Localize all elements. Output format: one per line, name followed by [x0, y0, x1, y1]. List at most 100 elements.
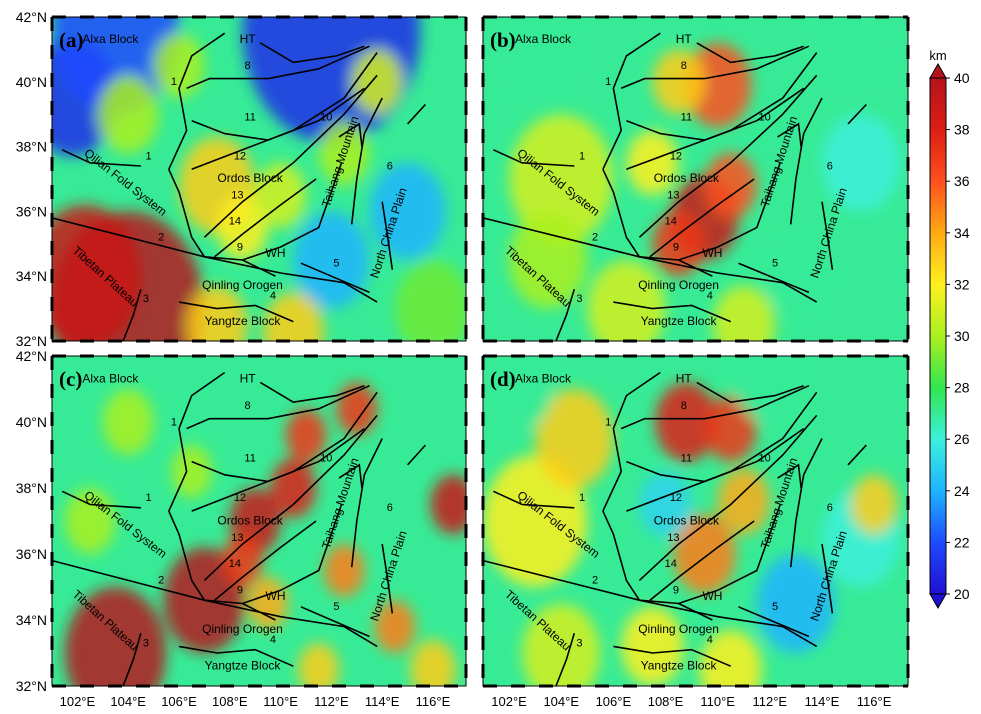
- depth-anomaly: [369, 162, 446, 260]
- fault-lines: [483, 32, 867, 341]
- fault-number: 8: [245, 400, 251, 412]
- panel-frame-ticks: [50, 354, 468, 688]
- colorbar-tick-label: 34: [954, 225, 970, 241]
- fault-trace: [191, 391, 378, 512]
- depth-anomaly: [704, 395, 757, 462]
- fault-trace: [602, 504, 781, 605]
- fault-number: 1: [171, 76, 177, 88]
- colorbar-tick-label: 22: [954, 534, 970, 550]
- depth-anomaly: [821, 114, 901, 212]
- fault-trace: [203, 414, 378, 581]
- fault-trace: [555, 632, 576, 686]
- fault-trace: [777, 122, 802, 147]
- fault-trace: [122, 288, 142, 341]
- lat-tick-label: 38°N: [16, 139, 47, 155]
- depth-anomaly: [639, 471, 692, 538]
- fault-number: 1: [145, 151, 151, 163]
- lon-tick-label: 112°E: [314, 694, 349, 709]
- fault-number: 4: [707, 634, 713, 646]
- fault-number: 10: [758, 453, 770, 465]
- fault-number: 13: [231, 189, 243, 201]
- depth-anomaly: [717, 468, 770, 535]
- fault-trace: [626, 391, 818, 512]
- fault-trace: [638, 74, 818, 238]
- fault-trace: [696, 42, 804, 64]
- fault-trace: [178, 301, 294, 323]
- wh-label: WH: [702, 589, 722, 603]
- panel-letter: (d): [490, 367, 516, 391]
- fault-trace: [61, 149, 141, 167]
- fault-trace: [493, 490, 575, 509]
- fault-trace: [493, 149, 575, 167]
- fault-number: 12: [670, 151, 682, 163]
- colorbar-tick-label: 40: [954, 70, 970, 86]
- qinling-orogen-label: Qinling Orogen: [638, 278, 719, 292]
- fault-trace: [613, 301, 732, 323]
- fault-trace: [407, 103, 426, 125]
- depth-anomaly: [712, 285, 776, 341]
- lat-tick-label: 36°N: [16, 203, 47, 219]
- ordos-block-label: Ordos Block: [217, 513, 283, 527]
- colorbar-tick-label: 28: [954, 380, 970, 396]
- fault-number: 1: [605, 76, 611, 88]
- fault-number: 9: [237, 241, 243, 253]
- depth-anomaly: [64, 488, 116, 554]
- fault-trace: [483, 559, 818, 648]
- alxa-block-label: Alxa Block: [82, 32, 139, 46]
- depth-anomaly: [621, 606, 684, 686]
- colorbar-max-arrow: [929, 62, 947, 79]
- fault-number: 3: [143, 637, 149, 649]
- qinling-orogen-label: Qinling Orogen: [202, 278, 283, 292]
- fault-number: 1: [579, 151, 585, 163]
- fault-trace: [777, 463, 802, 489]
- lon-tick-label: 102°E: [491, 694, 527, 709]
- fault-trace: [381, 201, 394, 270]
- depth-anomaly: [222, 534, 263, 587]
- depth-anomaly: [293, 211, 370, 309]
- moho-depth-field: [483, 17, 908, 341]
- fault-number: 11: [244, 453, 255, 465]
- fault-trace: [61, 490, 141, 509]
- depth-anomaly: [808, 17, 888, 98]
- depth-anomaly: [285, 408, 327, 462]
- lon-tick-label: 116°E: [857, 694, 892, 709]
- fault-trace: [821, 201, 834, 270]
- yangtze-block-label: Yangtze Block: [641, 659, 718, 673]
- colorbar-tick-label: 26: [954, 431, 970, 447]
- fault-number: 5: [333, 601, 339, 613]
- fault-trace: [626, 52, 818, 171]
- moho-depth-field: [483, 356, 908, 686]
- fault-number: 9: [237, 585, 243, 597]
- fault-number: 3: [576, 637, 582, 649]
- fault-number: 4: [270, 634, 276, 646]
- lon-tick-label: 108°E: [648, 694, 684, 709]
- fault-trace: [738, 606, 810, 638]
- fault-trace: [738, 262, 810, 294]
- fault-number: 10: [758, 112, 770, 124]
- fault-trace: [678, 602, 713, 621]
- panel-frame-ticks: [481, 15, 910, 343]
- depth-anomaly: [756, 554, 835, 653]
- fault-trace: [168, 162, 343, 261]
- fault-trace: [168, 32, 226, 170]
- fault-number: 14: [665, 215, 677, 227]
- depth-anomaly: [655, 382, 718, 462]
- lon-tick-label: 108°E: [212, 694, 248, 709]
- fault-number: 4: [707, 290, 713, 302]
- fault-number: 13: [667, 189, 679, 201]
- depth-anomaly: [410, 639, 456, 686]
- depth-anomaly: [509, 114, 614, 244]
- panel-frame: [482, 16, 909, 342]
- wh-label: WH: [266, 246, 286, 260]
- fault-trace: [620, 384, 810, 430]
- depth-anomaly: [483, 455, 588, 587]
- fault-number: 1: [171, 416, 177, 428]
- qinling-orogen-label: Qinling Orogen: [638, 622, 719, 636]
- fault-trace: [350, 438, 383, 568]
- fault-trace: [350, 97, 383, 225]
- fault-number: 13: [667, 532, 679, 544]
- fault-number: 9: [673, 241, 679, 253]
